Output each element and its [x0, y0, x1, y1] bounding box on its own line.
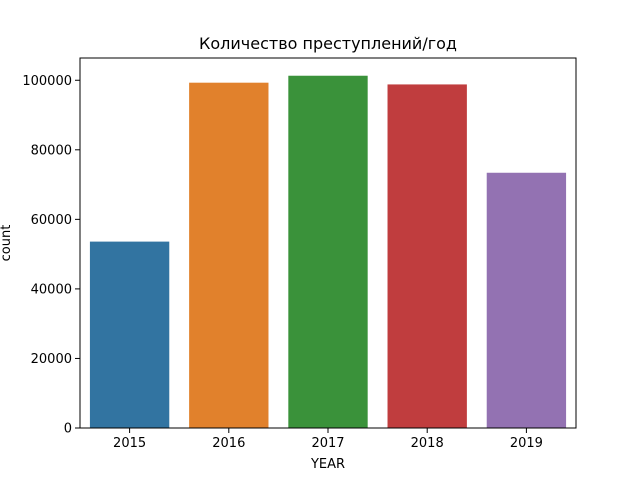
y-tick-label: 80000 [31, 143, 72, 158]
y-tick-label: 20000 [31, 352, 72, 367]
x-tick-label: 2018 [411, 436, 444, 451]
y-tick-label: 100000 [22, 74, 72, 89]
y-tick-label: 40000 [31, 282, 72, 297]
x-axis-ticks: 2015 2016 2017 2018 2019 [113, 428, 543, 451]
bars-group [89, 75, 567, 429]
bar-2018 [387, 84, 467, 428]
bar-2019 [486, 172, 567, 428]
y-tick-label: 0 [64, 422, 72, 437]
x-axis-label: YEAR [310, 457, 345, 472]
x-tick-label: 2019 [510, 436, 543, 451]
chart-title: Количество преступлений/год [199, 34, 457, 53]
y-axis-label: count [0, 225, 14, 262]
y-tick-label: 60000 [31, 213, 72, 228]
y-axis-ticks: 0 20000 40000 60000 80000 100000 [22, 74, 80, 437]
x-tick-label: 2017 [311, 436, 344, 451]
x-tick-label: 2016 [212, 436, 245, 451]
bar-2015 [89, 241, 170, 428]
x-tick-label: 2015 [113, 436, 146, 451]
bar-2017 [288, 75, 368, 429]
bar-2016 [189, 82, 269, 428]
